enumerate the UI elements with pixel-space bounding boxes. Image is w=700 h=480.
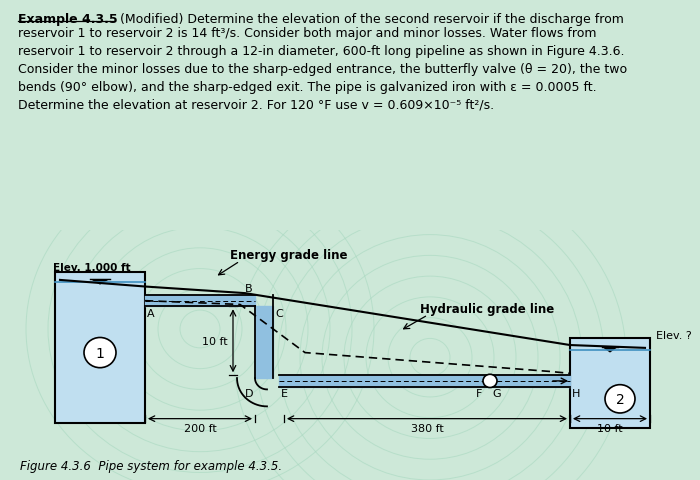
Text: B: B: [246, 284, 253, 293]
Text: Elev. 1,000 ft: Elev. 1,000 ft: [53, 263, 131, 273]
Text: 200 ft: 200 ft: [183, 423, 216, 433]
Text: 1: 1: [96, 346, 104, 360]
Text: Determine the elevation at reservoir 2. For 120 °F use v = 0.609×10⁻⁵ ft²/s.: Determine the elevation at reservoir 2. …: [18, 98, 494, 111]
Circle shape: [605, 385, 635, 413]
Text: 10 ft: 10 ft: [202, 336, 228, 346]
Text: D: D: [244, 389, 253, 398]
Text: 2: 2: [615, 392, 624, 406]
Text: reservoir 1 to reservoir 2 is 14 ft³/s. Consider both major and minor losses. Wa: reservoir 1 to reservoir 2 is 14 ft³/s. …: [18, 27, 596, 40]
Text: H: H: [572, 389, 580, 398]
Text: Elev. ?: Elev. ?: [656, 331, 692, 341]
Text: G: G: [492, 389, 500, 398]
Text: E: E: [281, 389, 288, 398]
Text: C: C: [275, 309, 283, 319]
Text: F: F: [476, 389, 482, 398]
Text: Example 4.3.5: Example 4.3.5: [18, 12, 118, 25]
Text: bends (90° elbow), and the sharp-edged exit. The pipe is galvanized iron with ε : bends (90° elbow), and the sharp-edged e…: [18, 80, 596, 93]
Text: (Modified) Determine the elevation of the second reservoir if the discharge from: (Modified) Determine the elevation of th…: [116, 12, 624, 25]
Circle shape: [84, 338, 116, 368]
Text: 380 ft: 380 ft: [411, 423, 443, 433]
Circle shape: [483, 374, 497, 388]
Text: Hydraulic grade line: Hydraulic grade line: [420, 302, 554, 315]
Text: reservoir 1 to reservoir 2 through a 12-in diameter, 600-ft long pipeline as sho: reservoir 1 to reservoir 2 through a 12-…: [18, 45, 624, 58]
Polygon shape: [90, 279, 110, 285]
FancyBboxPatch shape: [55, 273, 145, 423]
Text: Energy grade line: Energy grade line: [230, 249, 347, 262]
FancyBboxPatch shape: [570, 339, 650, 428]
Polygon shape: [602, 347, 618, 353]
Text: 10 ft: 10 ft: [597, 423, 623, 433]
Text: A: A: [147, 309, 155, 319]
Text: Figure 4.3.6  Pipe system for example 4.3.5.: Figure 4.3.6 Pipe system for example 4.3…: [20, 459, 282, 472]
Text: Consider the minor losses due to the sharp-edged entrance, the butterfly valve (: Consider the minor losses due to the sha…: [18, 62, 627, 75]
